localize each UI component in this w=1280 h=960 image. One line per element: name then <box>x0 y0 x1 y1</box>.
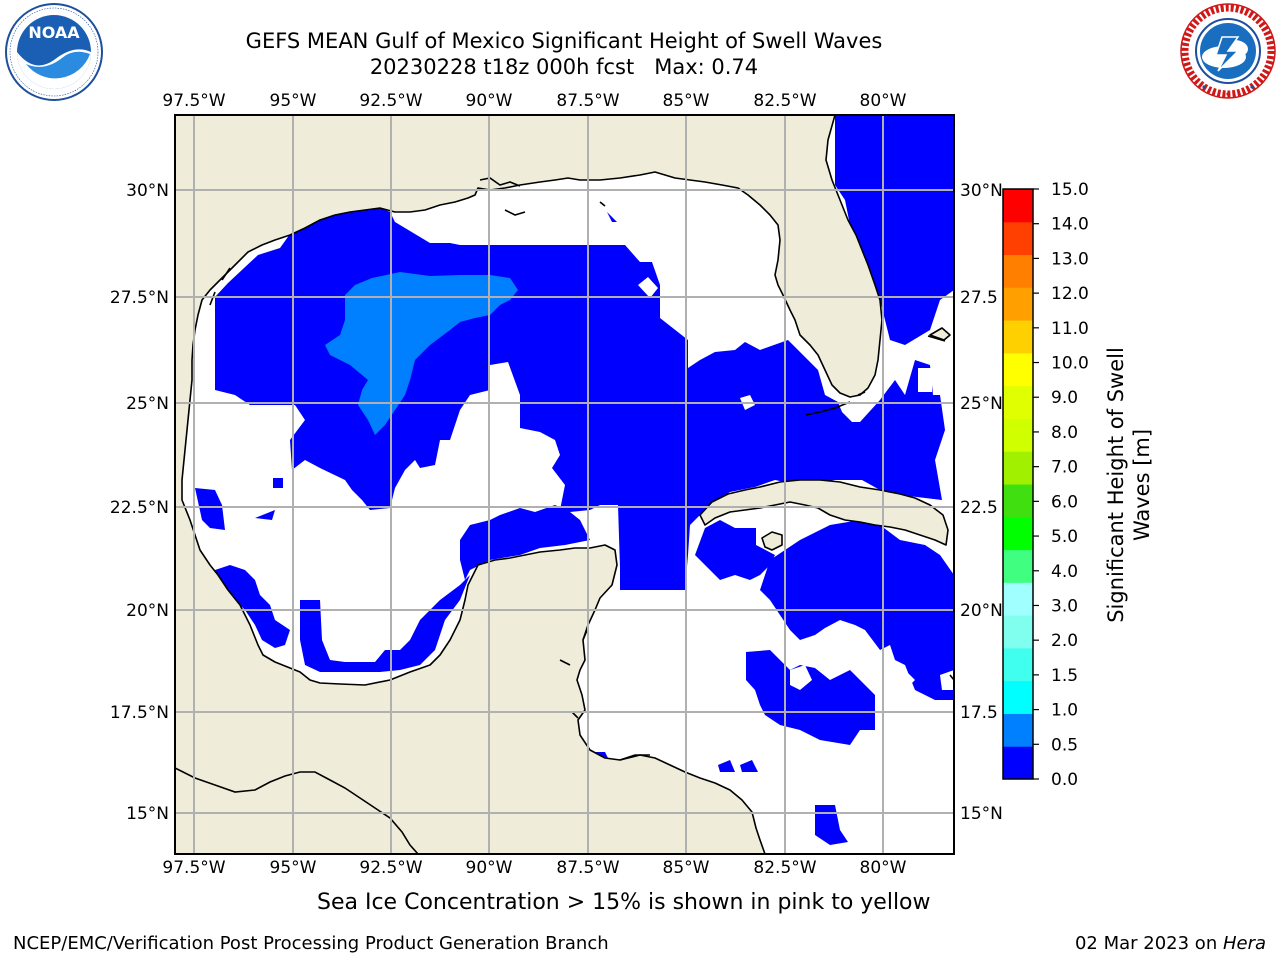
land-bahamas <box>929 327 951 341</box>
lon-label: 87.5°W <box>556 91 619 111</box>
swell-field-gaps <box>638 277 954 690</box>
colorbar-swatch <box>1003 680 1033 714</box>
colorbar-swatch <box>1003 746 1033 780</box>
lon-label: 80°W <box>860 858 907 878</box>
colorbar-tick-label: 0.0 <box>1051 770 1078 790</box>
lon-label: 90°W <box>466 91 513 111</box>
lat-label: 15°N <box>960 804 1003 824</box>
colorbar-tick-label: 8.0 <box>1051 423 1078 443</box>
lat-label: 17.5°N <box>110 703 169 723</box>
lat-label: 20°N <box>126 601 169 621</box>
lon-label: 90°W <box>466 858 513 878</box>
land <box>175 115 951 854</box>
colorbar-swatch <box>1003 451 1033 485</box>
lon-label: 85°W <box>663 91 710 111</box>
colorbar-swatch <box>1003 615 1033 649</box>
lat-label: 30°N <box>960 181 1003 201</box>
chart-title: GEFS MEAN Gulf of Mexico Significant Hei… <box>245 29 883 53</box>
lat-labels-right: 30°N 27.5 25°N 22.5 20°N 17.5 15°N <box>960 181 1003 824</box>
colorbar-label-line2: Waves [m] <box>1130 429 1154 541</box>
colorbar-tick-label: 15.0 <box>1051 180 1089 200</box>
gridlines <box>175 115 954 854</box>
colorbar-swatch <box>1003 647 1033 682</box>
lon-label: 82.5°W <box>753 858 816 878</box>
colorbar-swatch <box>1003 582 1033 616</box>
map-frame <box>174 114 955 855</box>
colorbar-swatch <box>1003 221 1033 256</box>
colorbar-tick-label: 10.0 <box>1051 354 1089 374</box>
lat-label: 20°N <box>960 601 1003 621</box>
map-area <box>175 115 954 854</box>
colorbar-tick-label: 3.0 <box>1051 596 1078 616</box>
colorbar-swatch <box>1003 418 1033 452</box>
colorbar-swatch <box>1003 189 1033 223</box>
lon-label: 95°W <box>270 858 317 878</box>
colorbar-tick-label: 2.0 <box>1051 631 1078 651</box>
lon-labels-bottom: 97.5°W 95°W 92.5°W 90°W 87.5°W 85°W 82.5… <box>162 858 906 878</box>
colorbar-swatch <box>1003 713 1033 747</box>
chart-subtitle: 20230228 t18z 000h fcst Max: 0.74 <box>369 55 759 79</box>
colorbar-swatch <box>1003 549 1033 583</box>
coast-details <box>175 177 954 854</box>
colorbar-tick-label: 1.0 <box>1051 701 1078 721</box>
colorbar-tick-label: 4.0 <box>1051 562 1078 582</box>
lat-label: 30°N <box>126 181 169 201</box>
colorbar-swatch <box>1003 385 1033 419</box>
colorbar: 15.0 14.0 13.0 12.0 11.0 10.0 9.0 8.0 7.0 6.0 5.0 4… <box>1002 180 1154 790</box>
colorbar-swatch <box>1003 484 1033 518</box>
colorbar-tick-label: 14.0 <box>1051 215 1089 235</box>
colorbar-tick-label: 0.5 <box>1051 735 1078 755</box>
noaa-logo-text: NOAA <box>28 23 80 42</box>
lat-label: 22.5°N <box>110 498 169 518</box>
colorbar-swatch <box>1003 320 1033 354</box>
footer-branch: NCEP/EMC/Verification Post Processing Pr… <box>13 933 609 954</box>
lon-label: 95°W <box>270 91 317 111</box>
footer-date: 02 Mar 2023 on Hera <box>1075 933 1266 954</box>
land-isle-of-youth <box>761 531 783 551</box>
colorbar-tick-label: 13.0 <box>1051 249 1089 269</box>
lon-label: 80°W <box>860 91 907 111</box>
lon-label: 82.5°W <box>753 91 816 111</box>
colorbar-tick-label: 11.0 <box>1051 319 1089 339</box>
lat-label: 25°N <box>126 394 169 414</box>
lat-label: 27.5 <box>960 288 998 308</box>
lon-label: 87.5°W <box>556 858 619 878</box>
lat-labels-left: 30°N 27.5°N 25°N 22.5°N 20°N 17.5°N 15°N <box>110 181 169 824</box>
colorbar-tick-label: 12.0 <box>1051 284 1089 304</box>
nws-logo <box>1180 3 1276 99</box>
lon-labels-top: 97.5°W 95°W 92.5°W 90°W 87.5°W 85°W 82.5… <box>162 91 906 111</box>
colorbar-label-line1: Significant Height of Swell <box>1104 347 1128 623</box>
lat-label: 27.5°N <box>110 288 169 308</box>
colorbar-swatch <box>1003 287 1033 321</box>
noaa-logo: NOAA <box>5 3 103 101</box>
colorbar-frame <box>1002 188 1034 780</box>
colorbar-swatch <box>1003 254 1033 288</box>
lat-label: 15°N <box>126 804 169 824</box>
lon-label: 97.5°W <box>162 858 225 878</box>
colorbar-tick-label: 1.5 <box>1051 666 1078 686</box>
colorbar-tick-label: 9.0 <box>1051 388 1078 408</box>
lat-label: 25°N <box>960 394 1003 414</box>
lon-label: 92.5°W <box>359 858 422 878</box>
lon-label: 92.5°W <box>359 91 422 111</box>
colorbar-tick-label: 6.0 <box>1051 492 1078 512</box>
lon-label: 85°W <box>663 858 710 878</box>
footer-host: Hera <box>1222 933 1266 954</box>
colorbar-swatch <box>1003 516 1033 551</box>
colorbar-ticks: 15.0 14.0 13.0 12.0 11.0 10.0 9.0 8.0 7.0 6.0 5.0 4… <box>1033 180 1089 790</box>
lat-label: 22.5 <box>960 498 998 518</box>
colorbar-swatch <box>1003 352 1033 387</box>
footer-date-text: 02 Mar 2023 on <box>1074 933 1223 954</box>
colorbar-swatches <box>1003 189 1033 780</box>
land-north-america <box>175 115 883 854</box>
lat-label: 17.5 <box>960 703 998 723</box>
colorbar-tick-label: 7.0 <box>1051 458 1078 478</box>
lon-label: 97.5°W <box>162 91 225 111</box>
sea-ice-note: Sea Ice Concentration > 15% is shown in … <box>317 890 931 915</box>
colorbar-tick-label: 5.0 <box>1051 527 1078 547</box>
